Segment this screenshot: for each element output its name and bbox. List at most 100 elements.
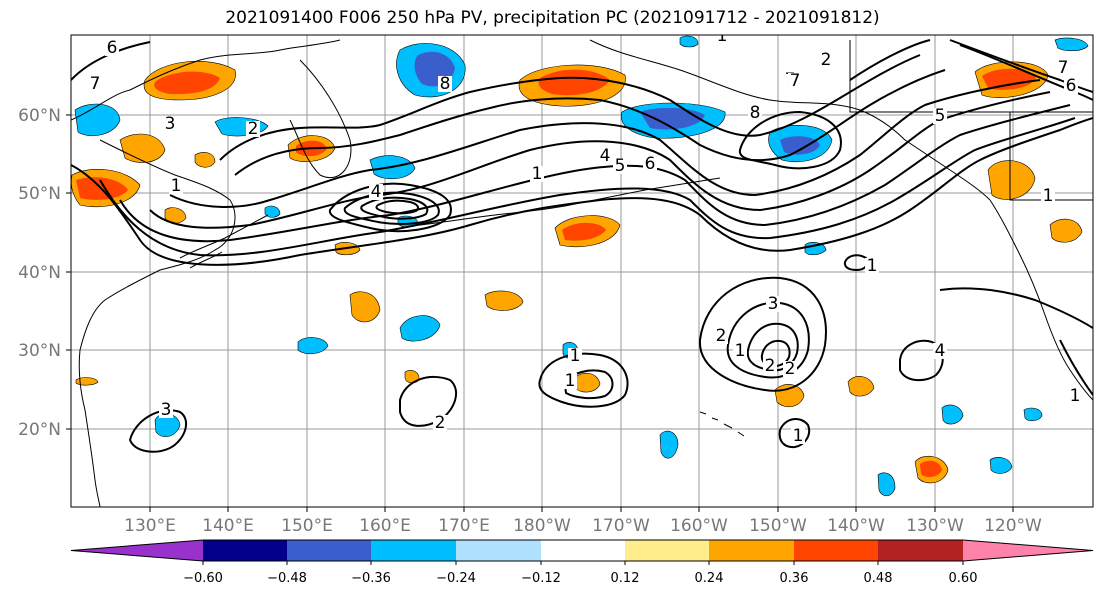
precip-negative-blob <box>1023 407 1043 422</box>
pv-contour-label: 1 <box>1070 386 1081 406</box>
pv-label-background <box>791 428 805 444</box>
precip-negative-blob <box>989 457 1013 474</box>
pv-contour <box>563 369 614 400</box>
coastline-hawaii <box>699 411 745 437</box>
pv-contour-label: 3 <box>161 400 172 420</box>
pv-label-background <box>643 156 657 172</box>
pv-contour-label: 1 <box>1043 186 1054 206</box>
coastline-asia <box>71 39 341 507</box>
pv-contour-label: 7 <box>790 71 801 91</box>
pv-contour <box>939 287 1093 329</box>
pv-contour-label: 1 <box>717 26 728 46</box>
pv-contour <box>698 276 827 392</box>
colorbar-tick-label: 0.24 <box>695 571 724 586</box>
colorbar-tick-label: 0.36 <box>780 571 809 586</box>
colorbar-tick-label: −0.48 <box>267 571 307 586</box>
latitude-label: 50°N <box>18 184 61 204</box>
pv-contour-label: 1 <box>570 346 581 366</box>
pv-label-background <box>530 166 544 182</box>
longitude-label: 160°E <box>359 516 411 536</box>
map-title: 2021091400 F006 250 hPa PV, precipitatio… <box>225 8 880 28</box>
precip-negative-blob <box>679 35 699 48</box>
pv-contour <box>778 418 811 449</box>
pv-label-background <box>1064 78 1078 94</box>
pv-contour-label: 2 <box>716 326 727 346</box>
precip-negative-blob <box>941 404 964 425</box>
longitude-label: 140°W <box>827 516 885 536</box>
pv-contour-label: 1 <box>532 164 543 184</box>
pv-contour-label: 4 <box>935 341 946 361</box>
pv-contour <box>360 196 429 220</box>
pv-contour <box>375 199 419 215</box>
pv-contour <box>746 322 799 372</box>
latitude-label: 20°N <box>18 420 61 440</box>
precip-positive-blob <box>349 291 381 323</box>
pv-contour <box>738 110 842 170</box>
border-canada-us <box>849 40 1093 201</box>
map-area <box>71 35 1093 507</box>
colorbar-tick-label: −0.36 <box>351 571 391 586</box>
colorbar-tick-label: 0.60 <box>949 571 978 586</box>
longitude-label: 160°W <box>670 516 728 536</box>
pv-contour <box>119 104 1071 243</box>
coastlines <box>71 39 1093 507</box>
pv-label-background <box>715 35 729 44</box>
colorbar-tick-label: 0.48 <box>864 571 893 586</box>
colorbar-tick-label: −0.24 <box>436 571 476 586</box>
latitude-label: 40°N <box>18 263 61 283</box>
pv-label-background <box>733 343 747 359</box>
pv-label-background <box>1041 188 1055 204</box>
coastline-alaska <box>589 39 991 201</box>
precip-positive-core <box>982 68 1036 90</box>
colorbar-segment <box>456 540 541 561</box>
pv-contour <box>99 117 1076 257</box>
pv-contour-label: 1 <box>867 256 878 276</box>
colorbar-segment <box>371 540 456 561</box>
pv-label-background <box>783 361 797 377</box>
pv-contour-label: 1 <box>565 371 576 391</box>
pv-label-background <box>163 116 177 132</box>
longitude-labels: 130°E 140°E 150°E 160°E 170°E 180°W 170°W 160°W… <box>124 507 1042 536</box>
pv-contour-label: 1 <box>735 341 746 361</box>
pv-contour <box>399 375 458 427</box>
longitude-label: 130°W <box>906 516 964 536</box>
precip-positive-blob <box>75 377 99 386</box>
pv-contour <box>899 340 944 382</box>
pv-contour-label: 5 <box>935 106 946 126</box>
coastline-japan <box>179 214 269 269</box>
precip-negative-core <box>780 136 820 155</box>
pv-label-background <box>598 148 612 164</box>
pv-contour-label: 8 <box>750 103 761 123</box>
pv-contour <box>71 117 1093 266</box>
pv-label-background <box>613 158 627 174</box>
pv-label-background <box>933 343 947 359</box>
colorbar-segment <box>203 540 287 561</box>
pv-contour <box>234 69 946 176</box>
colorbar-segment <box>709 540 794 561</box>
pv-contour-label: 4 <box>600 146 611 166</box>
colorbar-tick-label: −0.12 <box>521 571 561 586</box>
colorbar-tick-label: −0.60 <box>183 571 223 586</box>
pv-contour <box>849 39 1093 93</box>
longitude-label: 150°W <box>749 516 807 536</box>
precip-positive-blob <box>847 376 875 397</box>
precip-positive-blob <box>194 152 216 168</box>
pv-contour-label: 7 <box>90 74 101 94</box>
precip-positive-core <box>562 222 606 241</box>
pv-label-background <box>105 40 119 56</box>
pv-contour-label: 5 <box>615 156 626 176</box>
pv-label-background <box>568 348 582 364</box>
longitude-label: 140°E <box>202 516 254 536</box>
pv-contour <box>169 79 1041 208</box>
colorbar: −0.60 −0.48 −0.36 −0.24 −0.12 0.12 0.24 0.36 0.4… <box>70 539 1094 586</box>
pv-label-background <box>159 402 173 418</box>
pv-contour-label: 3 <box>768 294 779 314</box>
pv-label-background <box>433 415 447 431</box>
pv-label-background <box>1068 388 1082 404</box>
precip-negative-blob <box>297 337 329 355</box>
pv-label-background <box>933 108 947 124</box>
pv-contour-label: 2 <box>821 50 832 70</box>
pv-contour-label: 6 <box>645 154 656 174</box>
precip-positive-blob <box>484 290 524 311</box>
